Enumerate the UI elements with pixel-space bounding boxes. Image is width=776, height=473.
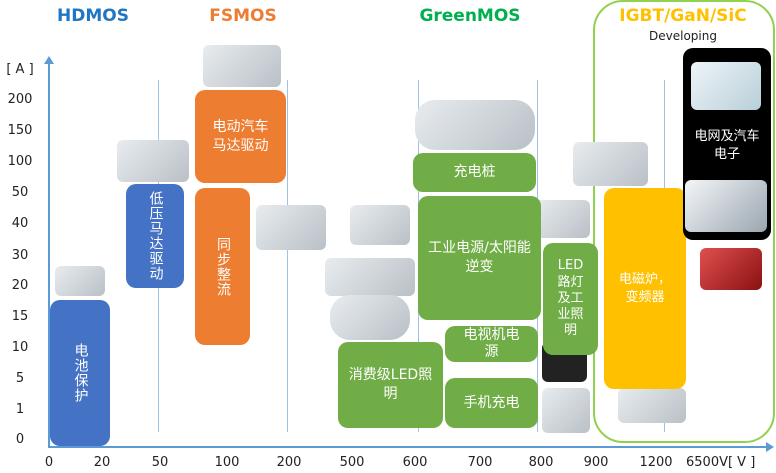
led-bulbs-image — [330, 295, 410, 340]
box-tv-power: 电视机电源 — [445, 326, 538, 362]
y-tick-label: 50 — [11, 185, 29, 200]
box-lv-motor: 低压马达驱动 — [126, 184, 184, 288]
induction-cooker-image — [573, 142, 648, 186]
x-axis-arrow-icon — [766, 442, 774, 452]
y-tick-label: 10 — [11, 340, 29, 355]
box-sync-rectifier: 同步整流 — [195, 188, 250, 345]
box-led-street: LED路灯及工业照明 — [543, 243, 598, 355]
box-battery-protection: 电池保护 — [50, 300, 110, 446]
y-tick-label: 30 — [11, 248, 29, 263]
power-supply-image — [256, 205, 326, 250]
train-image — [685, 180, 767, 232]
x-axis — [48, 446, 766, 448]
x-tick-label: 700 — [467, 455, 493, 470]
sports-car-image — [700, 248, 762, 290]
y-tick-label: 150 — [7, 123, 33, 138]
guide-line — [287, 80, 288, 432]
box-ev-motor: 电动汽车马达驱动 — [195, 90, 286, 183]
y-axis-arrow-icon — [44, 56, 54, 64]
power-grid-image — [691, 62, 761, 110]
developing-label: Developing — [649, 29, 717, 43]
x-tick-label: 50 — [151, 455, 169, 470]
y-unit: [ A ] — [6, 62, 34, 77]
y-tick-label: 0 — [15, 432, 25, 447]
y-axis — [48, 62, 50, 448]
y-tick-label: 200 — [7, 92, 33, 107]
street-light-image — [535, 200, 590, 238]
y-tick-label: 15 — [11, 309, 29, 324]
x-tick-label: 900 — [583, 455, 609, 470]
box-industrial-solar: 工业电源/太阳能逆变 — [418, 196, 541, 320]
developing-outline — [593, 0, 775, 443]
x-tick-last: 6500V[ V ] — [686, 455, 756, 470]
header-igbt: IGBT/GaN/SiC — [619, 6, 747, 26]
solar-panel-image — [350, 205, 410, 245]
y-tick-label: 40 — [11, 216, 29, 231]
x-tick-label: 1200 — [639, 455, 673, 470]
grid-auto-label: 电网及汽车电子 — [694, 129, 760, 162]
y-tick-label: 100 — [7, 154, 33, 169]
box-grid-auto: 电网及汽车电子 — [683, 48, 771, 240]
x-tick-label: 800 — [528, 455, 554, 470]
drone-image — [117, 140, 189, 182]
power-bank-image — [55, 266, 105, 296]
y-tick-label: 20 — [11, 278, 29, 293]
y-tick-label: 1 — [15, 402, 25, 417]
x-tick-label: 100 — [214, 455, 240, 470]
header-hdmos: HDMOS — [57, 6, 129, 26]
x-tick-label: 600 — [402, 455, 428, 470]
box-induction: 电磁炉，变频器 — [604, 188, 686, 389]
header-greenmos: GreenMOS — [419, 6, 521, 26]
y-tick-label: 5 — [15, 371, 25, 386]
x-tick-label: 500 — [339, 455, 365, 470]
header-fsmos: FSMOS — [209, 6, 277, 26]
rack-inverter-image — [325, 258, 415, 296]
air-conditioner-image — [618, 388, 686, 423]
box-phone-charger: 手机充电 — [445, 378, 538, 428]
charging-car-image — [415, 100, 535, 150]
x-tick-label: 200 — [276, 455, 302, 470]
x-tick-label: 20 — [93, 455, 111, 470]
phone-charger-image — [542, 388, 590, 433]
ev-car-image — [203, 45, 281, 87]
box-consumer-led: 消费级LED照明 — [338, 342, 443, 428]
x-tick-label: 0 — [44, 455, 54, 470]
box-charging-pile: 充电桩 — [413, 153, 536, 192]
